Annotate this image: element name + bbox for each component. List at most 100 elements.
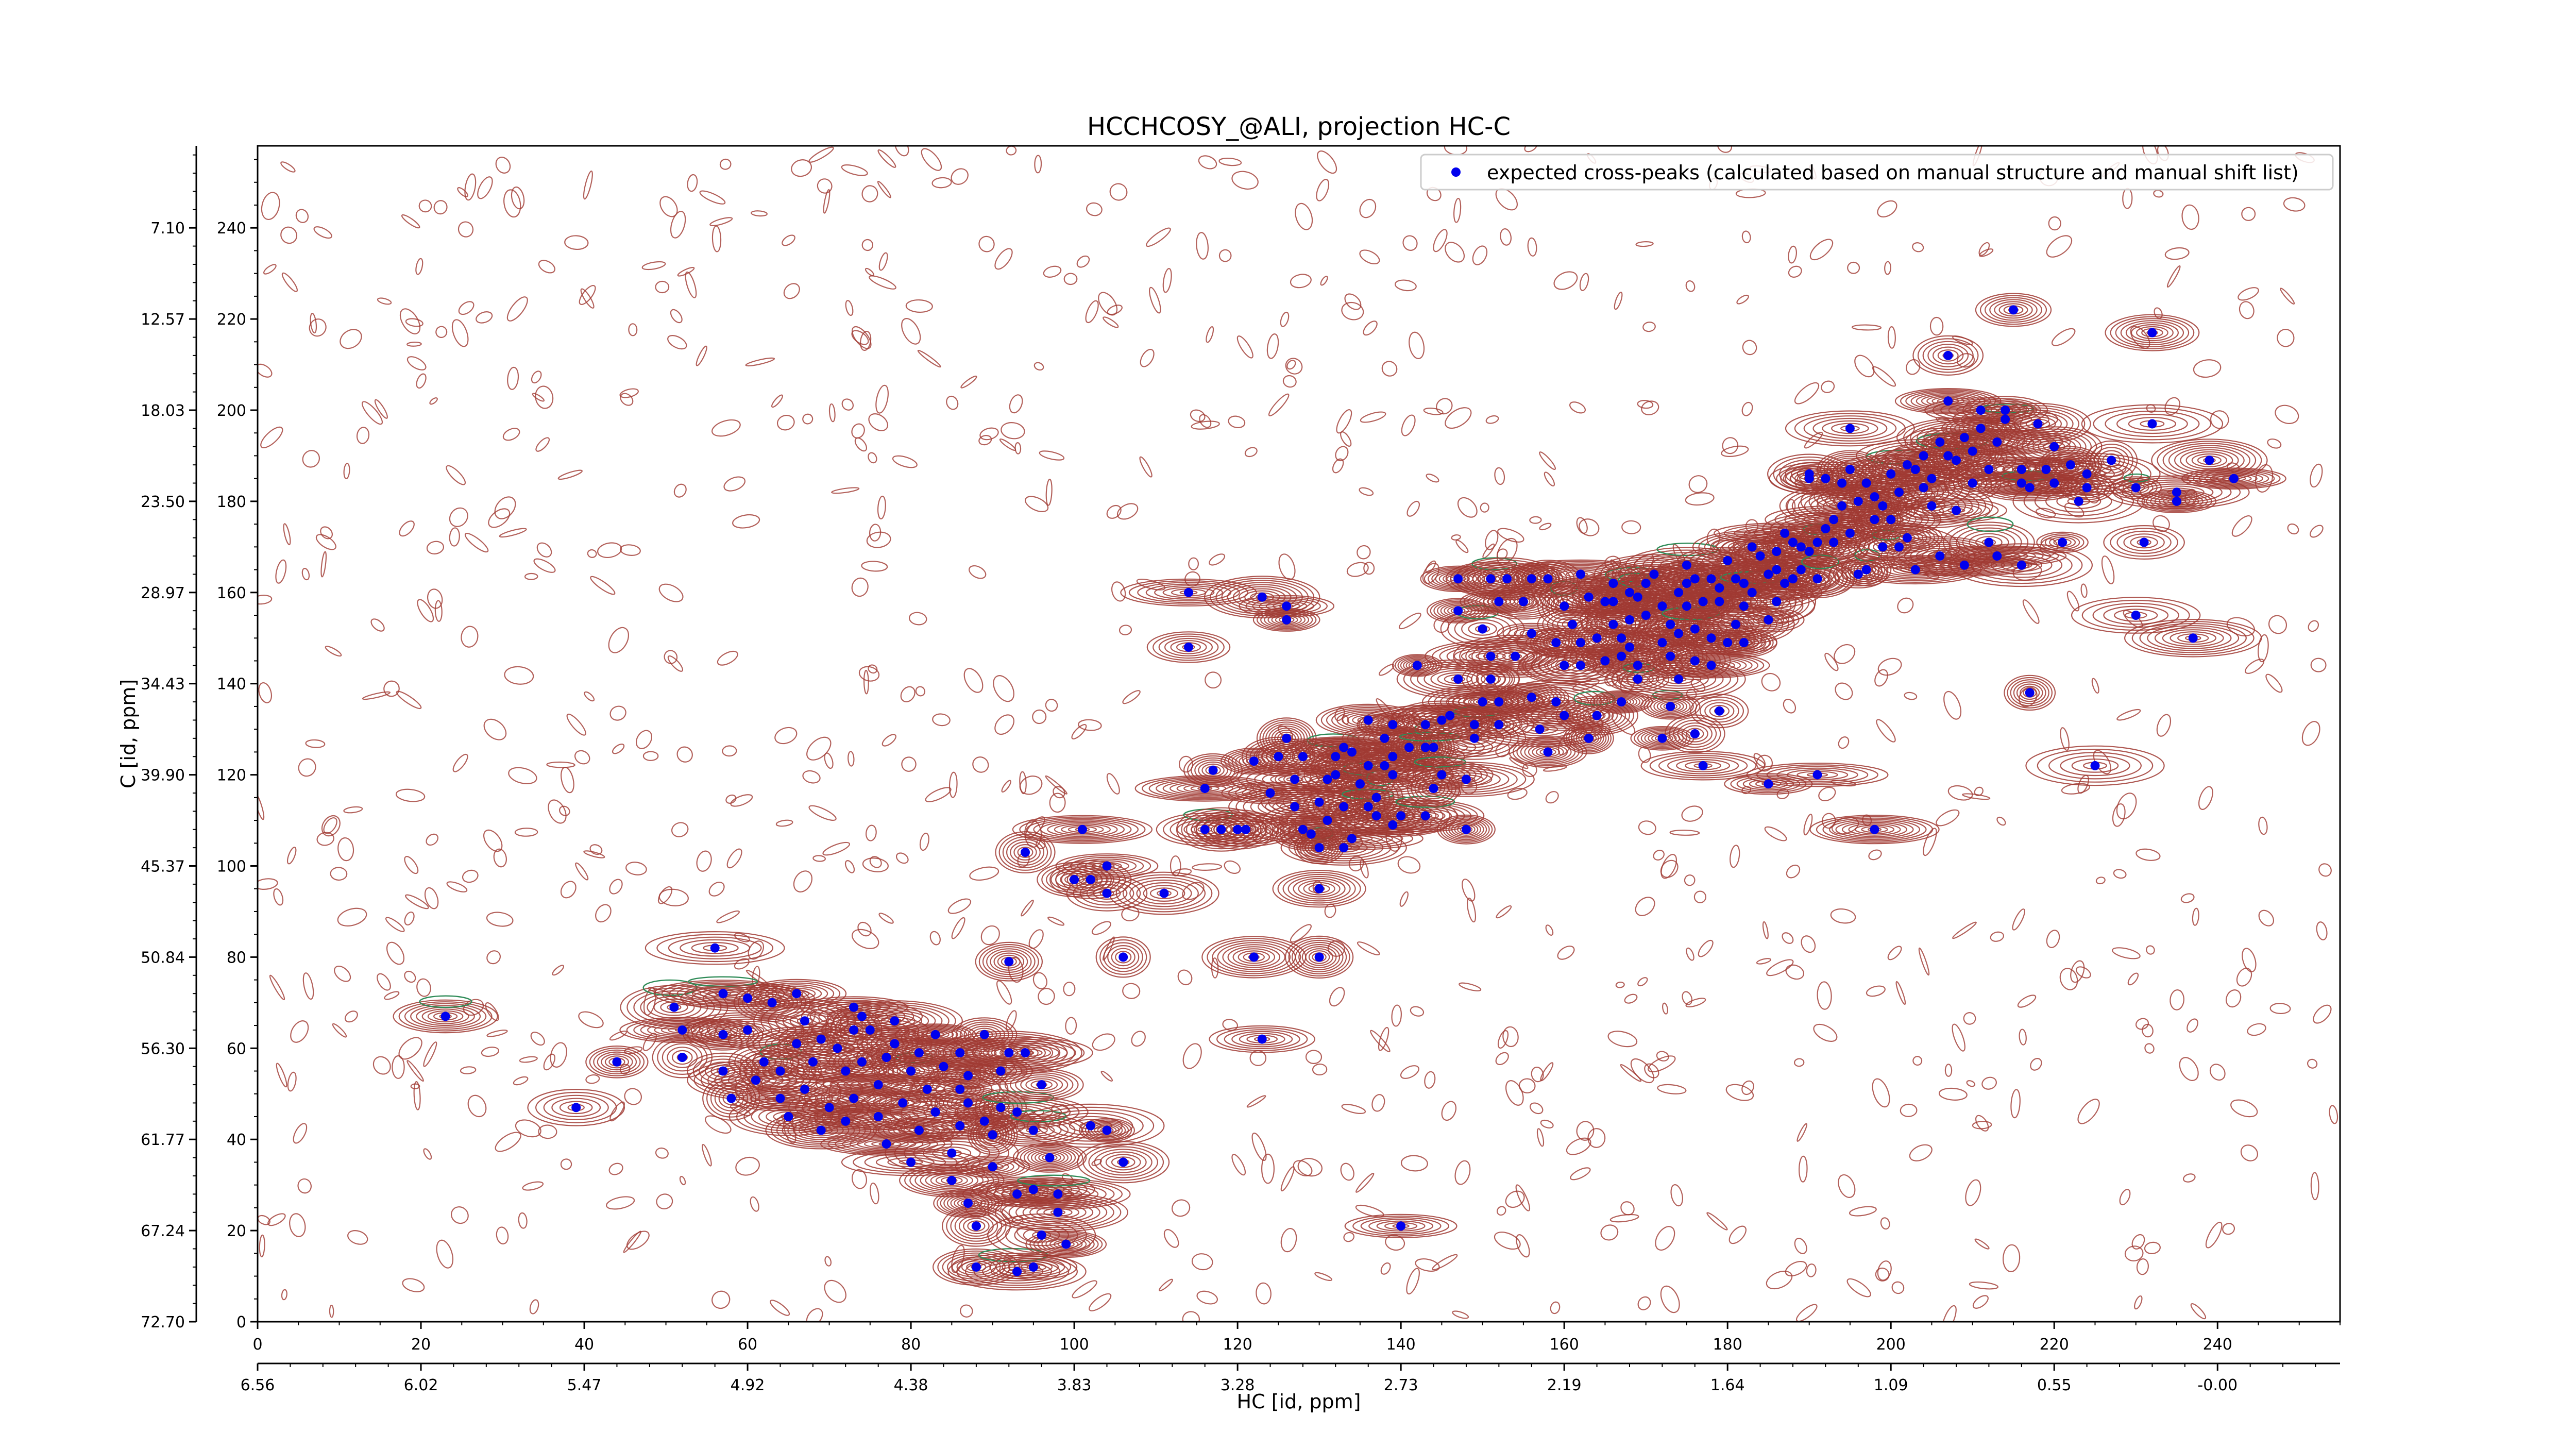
- cross-peak-point: [1314, 952, 1324, 962]
- contour-line: [1265, 723, 1308, 753]
- noise-contour: [2192, 907, 2199, 926]
- peak-contours: [1746, 762, 1889, 787]
- x-ppm-tick-label: 2.73: [1384, 1376, 1418, 1394]
- contour-line: [1917, 338, 1979, 373]
- contour-line: [975, 1121, 1010, 1149]
- contour-line: [2198, 471, 2269, 486]
- contour-line: [1557, 616, 1588, 632]
- cross-peak-point: [1878, 501, 1888, 511]
- contour-line: [662, 1043, 703, 1072]
- contour-line: [975, 941, 1043, 982]
- y-index-tick-label: 40: [227, 1131, 246, 1149]
- noise-contour: [722, 745, 737, 757]
- cross-peak-point: [784, 1112, 793, 1121]
- noise-contour: [561, 767, 574, 794]
- noise-contour: [321, 815, 341, 837]
- contour-line: [1676, 759, 1731, 772]
- contour-line: [2049, 536, 2076, 548]
- contour-line: [1681, 659, 1741, 672]
- noise-contour: [281, 1289, 287, 1301]
- noise-contour: [1122, 983, 1141, 999]
- cross-peak-point: [1086, 1121, 1095, 1131]
- peak-contours: [1066, 875, 1148, 912]
- noise-contour: [575, 862, 589, 881]
- noise-contour: [1268, 393, 1290, 417]
- contour-line: [935, 1175, 968, 1186]
- peak-contours: [1397, 762, 1535, 797]
- noise-contour: [320, 551, 327, 578]
- cross-peak-point: [1910, 565, 1920, 575]
- noise-contour: [1122, 690, 1141, 704]
- noise-contour: [1685, 492, 1715, 506]
- noise-contour: [1656, 1051, 1669, 1062]
- cross-peak-point: [1821, 474, 1831, 483]
- contour-line: [1012, 1123, 1055, 1137]
- contour-line: [2193, 469, 2275, 487]
- noise-contour: [560, 881, 577, 899]
- contour-line: [604, 1055, 630, 1069]
- cross-peak-point: [1772, 565, 1782, 575]
- noise-contour: [868, 664, 878, 674]
- noise-contour: [293, 1123, 308, 1144]
- noise-contour: [1320, 276, 1328, 286]
- noise-contour: [2131, 1234, 2145, 1250]
- noise-contour: [793, 870, 813, 892]
- contour-line: [1950, 543, 2093, 587]
- contour-line: [999, 1046, 1052, 1059]
- noise-contour: [1782, 932, 1794, 944]
- cross-peak-point: [1731, 574, 1740, 584]
- noise-contour: [1794, 1058, 1805, 1067]
- contour-line: [1994, 301, 2033, 319]
- contour-line: [1802, 570, 1833, 587]
- x-ppm-tick-label: 1.64: [1710, 1376, 1745, 1394]
- noise-contour: [518, 1212, 528, 1229]
- contour-line: [1405, 810, 1446, 822]
- noise-contour: [2313, 1004, 2332, 1024]
- cross-peak-point: [1968, 478, 1977, 488]
- contour-line: [1027, 1148, 1072, 1167]
- noise-contour: [844, 860, 855, 873]
- noise-contour: [1494, 1232, 1521, 1250]
- cross-peak-point: [1739, 601, 1749, 611]
- x-ppm-tick-label: 6.56: [241, 1376, 275, 1394]
- contour-line: [1027, 1106, 1155, 1145]
- noise-contour: [477, 176, 493, 199]
- noise-contour: [280, 161, 296, 173]
- cross-peak-point: [816, 1125, 826, 1135]
- noise-contour: [980, 925, 1000, 946]
- noise-contour: [996, 980, 1012, 1005]
- contour-line: [1094, 1124, 1120, 1136]
- contour-line: [1026, 818, 1139, 841]
- noise-contour: [2209, 1064, 2226, 1081]
- noise-contour: [609, 705, 626, 721]
- noise-contour: [522, 1181, 544, 1191]
- noise-contour: [1198, 155, 1217, 170]
- x-ppm-tick-label: 6.02: [404, 1376, 438, 1394]
- cross-peak-point: [922, 1084, 932, 1094]
- contour-line: [2130, 324, 2174, 342]
- noise-contour: [2144, 1241, 2161, 1254]
- noise-contour: [2116, 793, 2137, 820]
- cross-peak-point: [1755, 551, 1765, 561]
- contour-line: [1951, 548, 2044, 564]
- peak-contours: [941, 1205, 1011, 1247]
- contour-line: [1099, 939, 1147, 975]
- noise-contour: [258, 793, 265, 820]
- noise-contour: [1728, 1225, 1747, 1244]
- noise-contour: [708, 882, 725, 897]
- cross-peak-point: [440, 1012, 450, 1021]
- cross-peak-point: [1486, 574, 1496, 584]
- noise-contour: [1821, 380, 1835, 393]
- noise-contour: [1191, 420, 1220, 430]
- cross-peak-point: [1902, 460, 1912, 470]
- contour-line: [1887, 529, 1927, 547]
- contour-line: [1926, 395, 1970, 407]
- noise-contour: [1762, 921, 1769, 939]
- cross-peak-point: [1339, 743, 1349, 752]
- noise-contour: [1641, 400, 1659, 415]
- noise-contour: [1817, 981, 1832, 1010]
- contour-line: [1267, 613, 1306, 627]
- x-ppm-tick-label: 4.38: [894, 1376, 928, 1394]
- cross-peak-point: [1731, 619, 1740, 629]
- contour-line: [2010, 679, 2049, 706]
